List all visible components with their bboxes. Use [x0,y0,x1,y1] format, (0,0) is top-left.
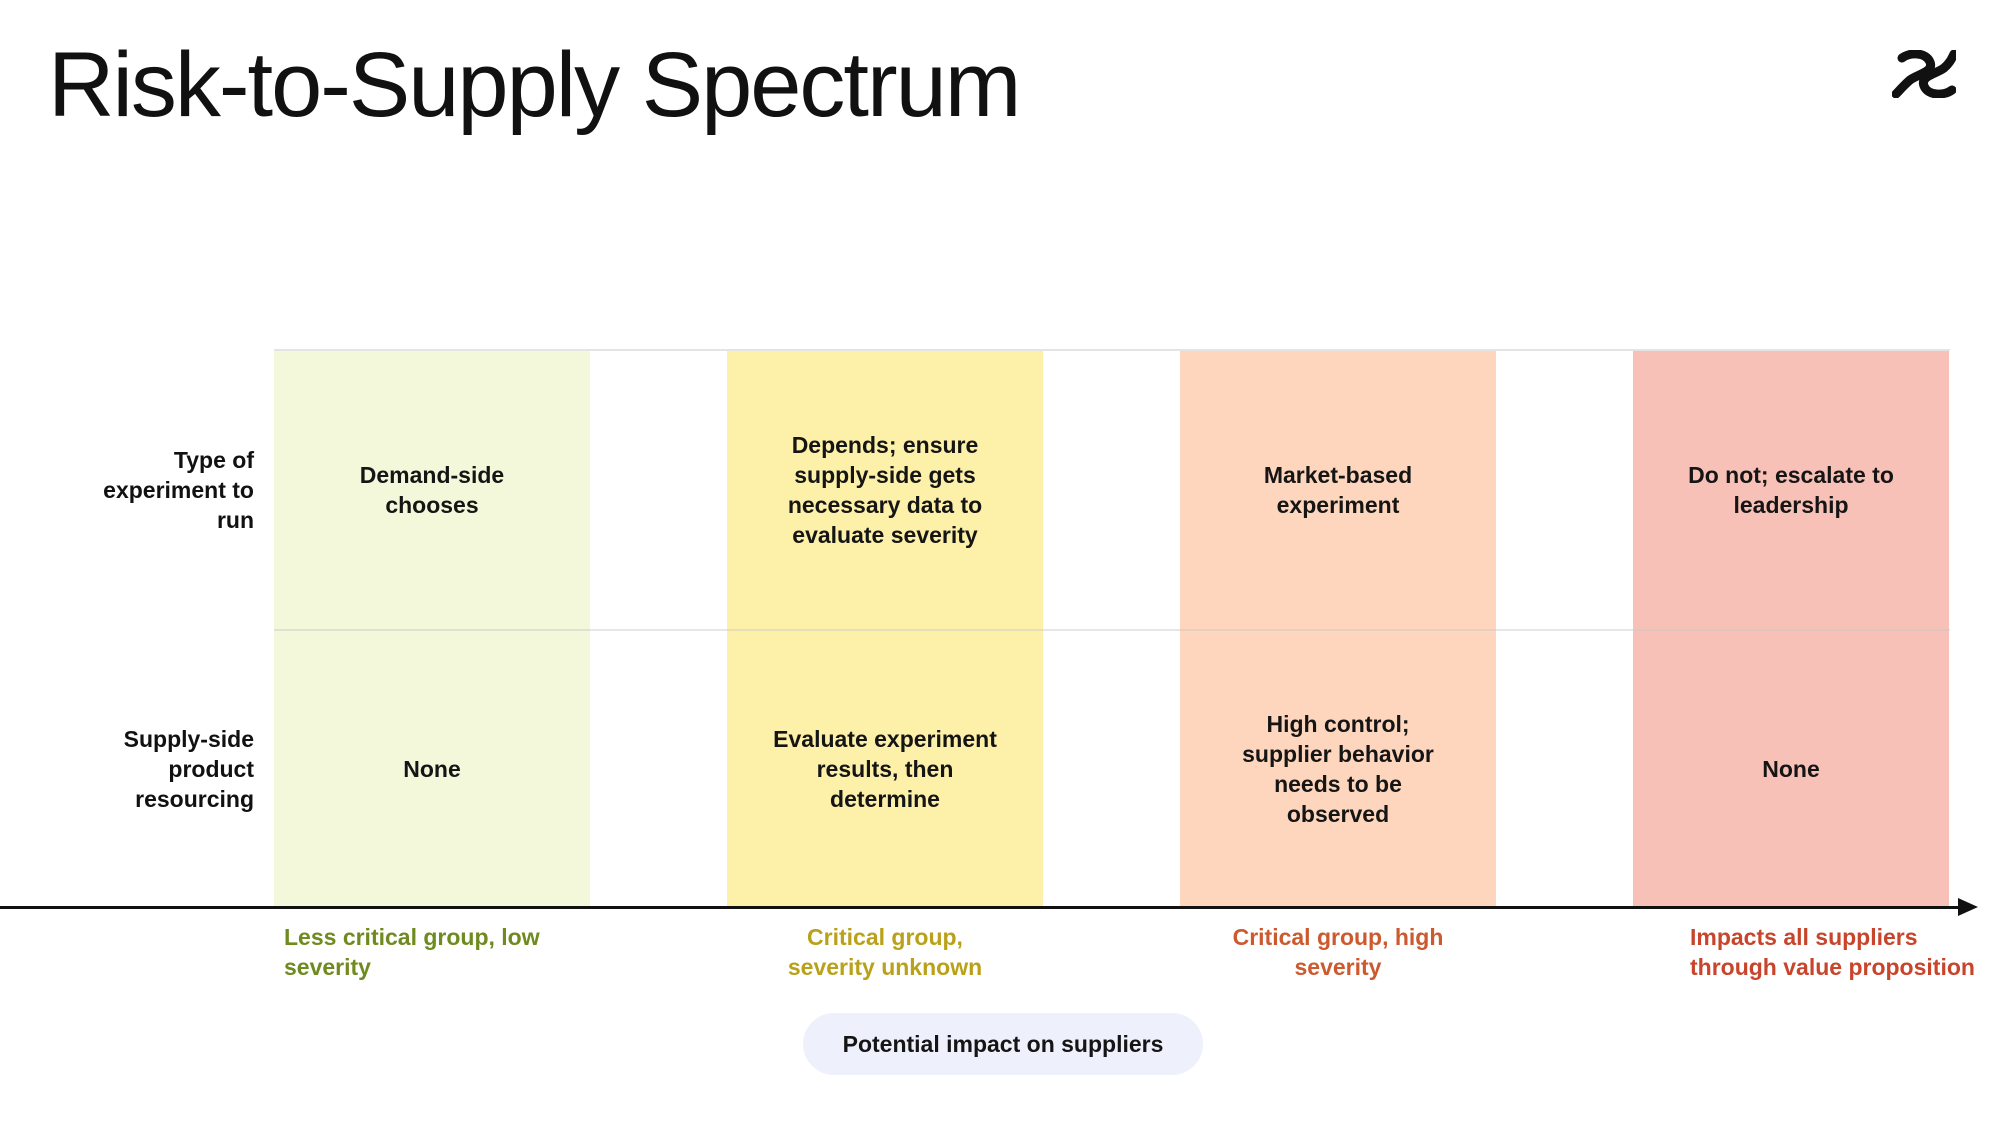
axis-label-severity-unknown: Critical group, severity unknown [787,924,983,980]
column-all-suppliers [1633,351,1949,908]
cell-resourcing-high-severity: High control; supplier behavior needs to… [1242,711,1434,827]
cell-experiment-severity-unknown: Depends; ensure supply-side gets necessa… [787,432,983,548]
row-divider [274,629,1950,631]
axis-title-pill: Potential impact on suppliers [803,1013,1203,1075]
axis-label-all-suppliers: Impacts all suppliers through value prop… [1690,924,1975,980]
axis-label-less-critical: Less critical group, low severity [284,924,540,980]
cell-resourcing-less-critical: None [403,756,461,782]
table-top-rule [274,349,1950,351]
axis-label-high-severity: Critical group, high severity [1232,924,1444,980]
axis-title: Potential impact on suppliers [842,1030,1164,1057]
column-severity-unknown [727,351,1043,908]
cell-experiment-high-severity: Market-based experiment [1263,462,1413,518]
cell-resourcing-severity-unknown: Evaluate experiment results, then determ… [773,726,997,812]
impact-axis-line [0,906,1960,909]
column-high-severity [1180,351,1496,908]
axis-arrow-icon [1958,898,1978,916]
cell-experiment-less-critical: Demand-side chooses [359,462,505,518]
row-label-product-resourcing: Supply-side product resourcing [123,726,254,812]
row-label-experiment-type: Type of experiment to run [103,447,254,533]
cell-resourcing-all-suppliers: None [1762,756,1820,782]
cell-experiment-all-suppliers: Do not; escalate to leadership [1688,462,1894,518]
page-title: Risk-to-Supply Spectrum [48,34,1021,136]
interlocking-s-logo [1892,50,1956,98]
column-less-critical [274,351,590,908]
